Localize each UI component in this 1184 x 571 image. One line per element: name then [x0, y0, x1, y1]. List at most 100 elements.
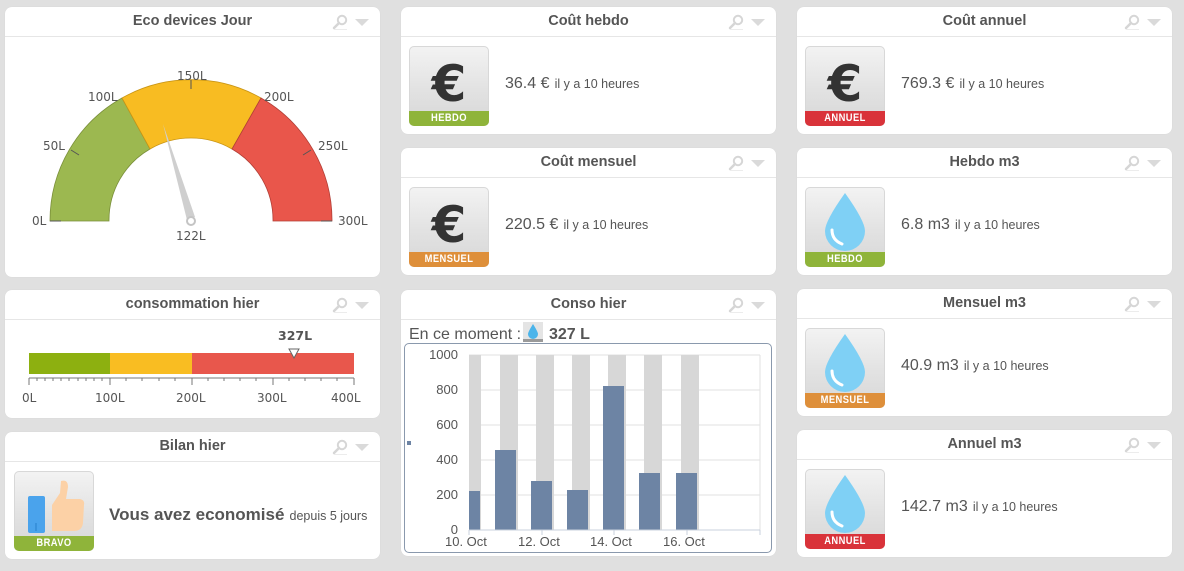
gauge-tick-0: 0L [32, 214, 47, 228]
bar-11-oct [495, 450, 516, 530]
zoom-icon[interactable] [332, 439, 350, 455]
card-header: Annuel m3 [797, 430, 1172, 460]
gauge-band-red [231, 97, 333, 222]
gauge-tick-300: 300L [338, 214, 368, 228]
ribbon-label: HEBDO [431, 112, 467, 124]
bullet-chart [28, 348, 355, 385]
ribbon: ANNUEL [805, 534, 885, 549]
tile-value: 142.7 m3 il y a 10 heures [901, 496, 1058, 516]
bravo-icon: BRAVO [14, 471, 94, 551]
timestamp: il y a 10 heures [554, 77, 640, 91]
bar-12-oct [531, 481, 552, 530]
card-tools [332, 297, 370, 313]
bullet-marker [288, 348, 300, 360]
chevron-down-icon[interactable] [355, 444, 369, 451]
x-tick: 14. Oct [590, 534, 632, 549]
card-tools [728, 297, 766, 313]
zoom-icon[interactable] [728, 297, 746, 313]
euro-icon: € HEBDO [409, 46, 489, 126]
zoom-icon[interactable] [728, 14, 746, 30]
value: 6.8 m3 [901, 216, 950, 233]
gauge-chart [49, 79, 333, 226]
card-title: Hebdo m3 [949, 154, 1020, 170]
bilan-text: Vous avez economisé depuis 5 jours [109, 505, 367, 525]
ribbon: HEBDO [409, 111, 489, 126]
card-title: Coût hebdo [548, 13, 629, 29]
card-title: Mensuel m3 [943, 295, 1026, 311]
card-header: consommation hier [5, 290, 380, 320]
drop-glyph-icon [825, 334, 865, 392]
card-tools [728, 14, 766, 30]
conso-bar-chart [407, 354, 761, 535]
card-tools [1124, 155, 1162, 171]
ribbon: MENSUEL [805, 393, 885, 408]
card-title: Bilan hier [159, 438, 226, 454]
now-label: En ce moment : [409, 326, 522, 343]
card-title: Coût mensuel [540, 154, 637, 170]
card-tools [1124, 14, 1162, 30]
card-header: Eco devices Jour [5, 7, 380, 37]
thumbs-up-icon [28, 480, 85, 533]
chevron-down-icon[interactable] [1147, 19, 1161, 26]
tile-value: 220.5 € il y a 10 heures [505, 214, 648, 234]
ribbon: HEBDO [805, 252, 885, 267]
zoom-icon[interactable] [332, 14, 350, 30]
zoom-icon[interactable] [1124, 296, 1142, 312]
chevron-down-icon[interactable] [1147, 160, 1161, 167]
chart-frame [404, 343, 772, 553]
y-tick: 400 [436, 452, 458, 467]
x-tick: 16. Oct [663, 534, 705, 549]
card-tools [1124, 296, 1162, 312]
chevron-down-icon[interactable] [751, 19, 765, 26]
ribbon: MENSUEL [409, 252, 489, 267]
conso-hier-card: Conso hier En ce moment : 327 L [401, 290, 776, 556]
chevron-down-icon[interactable] [355, 19, 369, 26]
chevron-down-icon[interactable] [751, 302, 765, 309]
gauge-tick-50: 50L [43, 139, 65, 153]
timestamp: il y a 10 heures [959, 77, 1045, 91]
zoom-icon[interactable] [1124, 155, 1142, 171]
zoom-icon[interactable] [1124, 14, 1142, 30]
value: 142.7 m3 [901, 498, 968, 515]
svg-text:€: € [431, 196, 467, 254]
gauge-tick-100: 100L [88, 90, 118, 104]
card-title: Conso hier [550, 296, 627, 312]
chevron-down-icon[interactable] [751, 160, 765, 167]
bullet-value-label: 327L [278, 328, 313, 343]
timestamp: il y a 10 heures [963, 359, 1049, 373]
zoom-icon[interactable] [728, 155, 746, 171]
cout-hebdo-card: Coût hebdo € HEBDO 36.4 € il y a 10 heur… [401, 7, 776, 134]
ribbon-label: ANNUEL [824, 112, 866, 124]
water-drop-icon: HEBDO [805, 187, 885, 267]
water-drop-icon: ANNUEL [805, 469, 885, 549]
x-tick: 10. Oct [445, 534, 487, 549]
card-tools [1124, 437, 1162, 453]
chevron-down-icon[interactable] [355, 302, 369, 309]
timestamp: il y a 10 heures [955, 218, 1040, 232]
chevron-down-icon[interactable] [1147, 301, 1161, 308]
zoom-icon[interactable] [1124, 437, 1142, 453]
chevron-down-icon[interactable] [1147, 442, 1161, 449]
y-tick: 1000 [429, 347, 458, 362]
ribbon-label: MENSUEL [820, 394, 870, 406]
card-tools [332, 439, 370, 455]
svg-text:€: € [431, 55, 467, 113]
card-header: Coût annuel [797, 7, 1172, 37]
gauge-tick-250: 250L [318, 139, 348, 153]
ribbon-label: BRAVO [36, 537, 72, 549]
y-tick: 200 [436, 487, 458, 502]
card-header: Hebdo m3 [797, 148, 1172, 178]
euro-glyph-icon: € [431, 55, 467, 113]
cout-mensuel-card: Coût mensuel € MENSUEL 220.5 € il y a 10… [401, 148, 776, 275]
bullet-tick-100: 100L [95, 391, 125, 405]
y-tick: 600 [436, 417, 458, 432]
value: 769.3 € [901, 75, 955, 92]
bar-15-oct [639, 473, 660, 530]
tile-value: 6.8 m3 il y a 10 heures [901, 214, 1040, 234]
y-axis-title [407, 441, 411, 445]
euro-icon: € ANNUEL [805, 46, 885, 126]
zoom-icon[interactable] [332, 297, 350, 313]
ribbon: ANNUEL [805, 111, 885, 126]
bullet-tick-400: 400L [331, 391, 361, 405]
ribbon-label: MENSUEL [424, 253, 474, 265]
